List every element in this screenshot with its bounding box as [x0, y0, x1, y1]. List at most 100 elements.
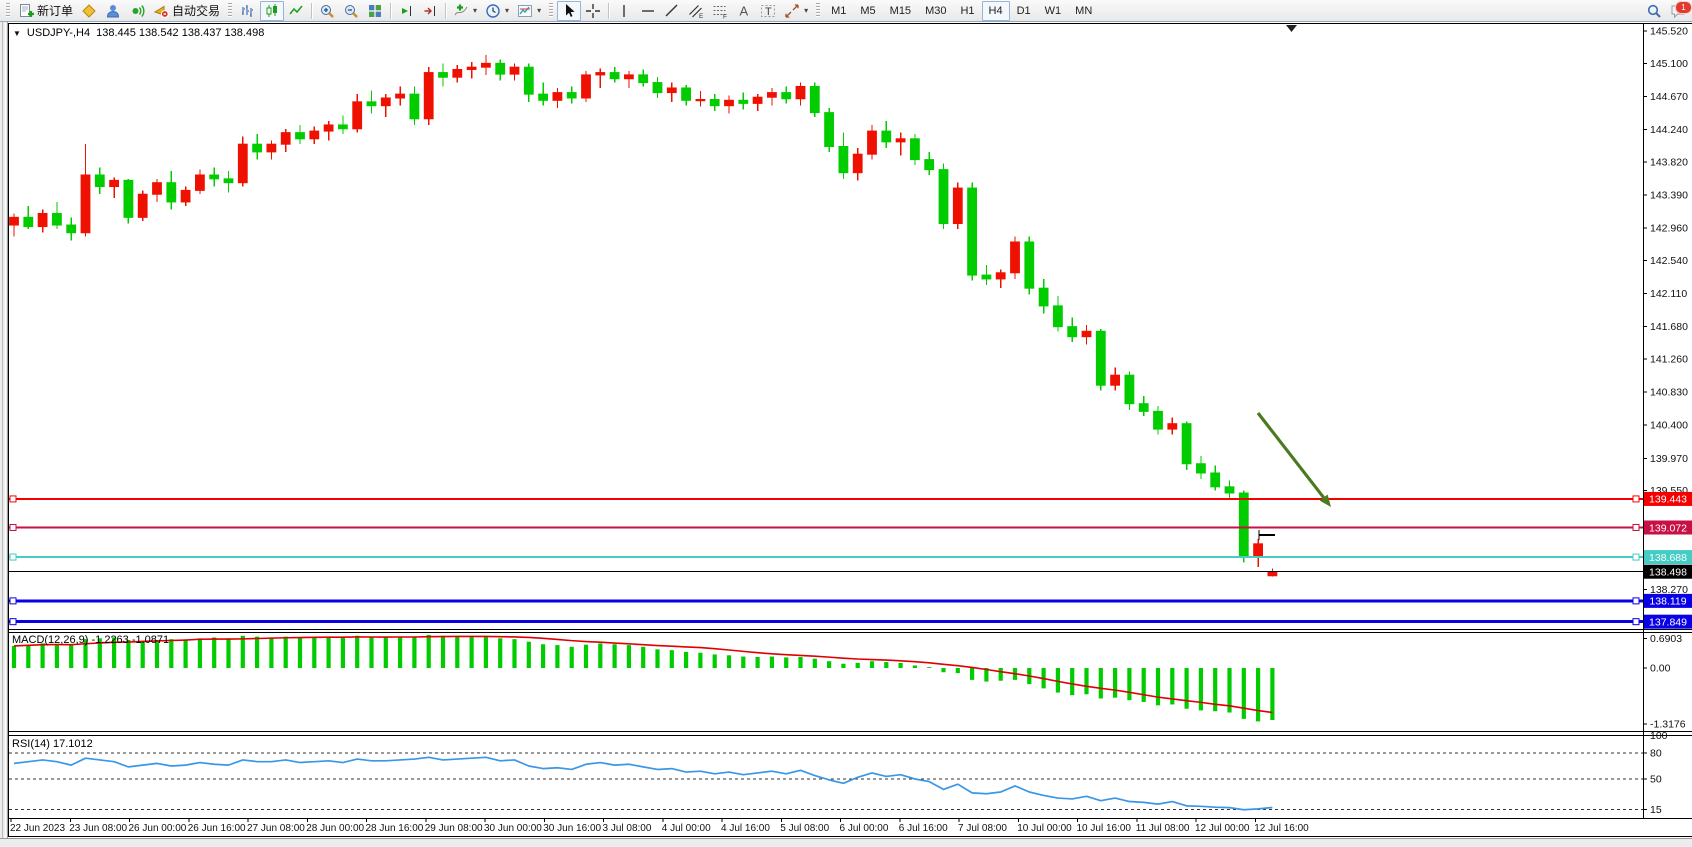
svg-text:A: A — [740, 3, 749, 18]
timeframe-button-mn[interactable]: MN — [1068, 1, 1099, 21]
line-handle[interactable] — [9, 495, 17, 503]
macd-axis-tick: 0.6903 — [1650, 633, 1682, 645]
macd-bar — [1155, 668, 1161, 706]
line-handle[interactable] — [1632, 523, 1640, 531]
chart-shift-marker[interactable] — [1286, 25, 1297, 32]
price-axis[interactable]: 145.520 145.100 144.670 144.240 143.820 143.3… — [1643, 26, 1688, 629]
price-axis-tick: 145.100 — [1650, 58, 1688, 70]
macd-bar — [126, 640, 131, 668]
cursor-icon — [566, 3, 575, 17]
hline-price-label-text: 139.443 — [1649, 494, 1687, 506]
macd-bar — [140, 640, 145, 668]
candle — [652, 82, 663, 94]
arrows-icon — [785, 3, 799, 18]
zoom-in-button[interactable] — [315, 1, 339, 21]
line-chart-button[interactable] — [284, 1, 308, 21]
candle — [867, 130, 877, 155]
line-handle[interactable] — [1632, 553, 1640, 561]
line-handle[interactable] — [9, 523, 17, 531]
toolbar-grip[interactable] — [549, 3, 554, 18]
zoom-out-icon — [345, 4, 358, 18]
timeframe-button-m1[interactable]: M1 — [824, 1, 853, 21]
line-handle[interactable] — [1632, 495, 1640, 503]
trend-arrow[interactable] — [1256, 412, 1328, 502]
notifications-button[interactable]: 1 — [1666, 0, 1692, 21]
tile-windows-button[interactable] — [363, 1, 387, 21]
hline-price-label — [1644, 491, 1692, 506]
macd-bar — [541, 644, 546, 668]
indicators-button[interactable]: ▾ — [449, 1, 481, 21]
metaeditor-button[interactable] — [77, 1, 101, 21]
line-handle[interactable] — [9, 553, 17, 561]
candle — [1253, 543, 1263, 557]
bar-chart-button[interactable] — [236, 1, 260, 21]
horizontal-line-objects[interactable] — [9, 495, 1643, 626]
rsi-axis-tick: 80 — [1650, 748, 1662, 760]
chart-shift-icon — [424, 5, 436, 16]
rsi-indicator-label: RSI(14) 17.1012 — [12, 738, 93, 750]
vertical-line-button[interactable] — [612, 1, 636, 21]
chart-dropdown-icon[interactable]: ▼ — [13, 28, 21, 38]
zoom-out-button[interactable] — [339, 1, 363, 21]
pane-separator-price-macd[interactable] — [8, 629, 1692, 633]
time-axis-label: 30 Jun 16:00 — [543, 823, 601, 834]
toolbar-separator — [311, 2, 313, 19]
equidistant-channel-button[interactable]: E — [684, 1, 708, 21]
dropdown-arrow-icon: ▾ — [473, 6, 478, 15]
macd-axis[interactable]: 0.6903 0.00 -1.3176 — [1643, 633, 1686, 730]
text-label-button[interactable]: T — [756, 1, 780, 21]
candle — [1224, 486, 1235, 494]
rsi-axis-tick: 15 — [1650, 804, 1662, 816]
periods-button[interactable]: ▾ — [481, 1, 513, 21]
fibonacci-icon: F — [713, 5, 727, 19]
candle — [809, 85, 820, 114]
line-chart-icon — [289, 5, 303, 14]
timeframe-button-m5[interactable]: M5 — [853, 1, 882, 21]
line-handle[interactable] — [9, 618, 17, 626]
fibonacci-button[interactable]: F — [708, 1, 732, 21]
trendline-button[interactable] — [660, 1, 684, 21]
annotations[interactable] — [1256, 25, 1331, 540]
chart-shift-button[interactable] — [418, 1, 442, 21]
macd-bar — [1270, 668, 1275, 720]
rsi-axis[interactable]: 100 80 50 15 — [1643, 730, 1668, 816]
auto-trading-button[interactable]: 自动交易 — [149, 1, 224, 21]
horizontal-line-button[interactable] — [636, 1, 660, 21]
price-axis-tick: 142.960 — [1650, 223, 1688, 235]
crosshair-button[interactable] — [581, 1, 605, 21]
candlestick-chart-button[interactable] — [260, 0, 285, 21]
time-axis-label: 27 Jun 08:00 — [247, 823, 305, 834]
toolbar-grip[interactable] — [6, 3, 10, 18]
line-handle[interactable] — [1632, 597, 1640, 605]
mql5-community-button[interactable] — [101, 1, 125, 21]
toolbar-grip[interactable] — [228, 3, 233, 18]
timeframe-button-m30[interactable]: M30 — [918, 1, 953, 21]
timeframe-button-h4[interactable]: H4 — [981, 0, 1010, 21]
line-handle[interactable] — [9, 597, 17, 605]
new-order-button[interactable]: 新订单 — [14, 1, 77, 21]
macd-bar — [483, 636, 488, 668]
timeframe-button-m15[interactable]: M15 — [883, 1, 918, 21]
toolbar-grip[interactable] — [816, 3, 821, 18]
search-button[interactable] — [1642, 1, 1666, 21]
alerts-button[interactable] — [125, 1, 149, 21]
hline-price-label-text: 138.119 — [1649, 596, 1686, 608]
templates-button[interactable]: ▾ — [513, 1, 545, 21]
arrows-button[interactable]: ▾ — [780, 1, 812, 21]
timeframe-button-h1[interactable]: H1 — [953, 1, 981, 21]
candle — [123, 179, 134, 218]
timeframe-button-w1[interactable]: W1 — [1038, 1, 1069, 21]
auto-scroll-button[interactable] — [394, 1, 418, 21]
time-axis-label: 29 Jun 08:00 — [425, 823, 483, 834]
cursor-button[interactable] — [557, 0, 582, 21]
price-axis-tick: 143.390 — [1650, 190, 1688, 202]
macd-bar — [1098, 668, 1103, 699]
text-button[interactable]: A — [732, 1, 756, 21]
line-handle[interactable] — [1632, 618, 1640, 626]
candle — [94, 174, 105, 188]
time-axis[interactable]: 22 Jun 2023 23 Jun 08:00 26 Jun 00:00 26 Ju… — [10, 818, 1309, 834]
pane-separator-macd-rsi[interactable] — [8, 731, 1692, 736]
timeframe-button-d1[interactable]: D1 — [1010, 1, 1038, 21]
